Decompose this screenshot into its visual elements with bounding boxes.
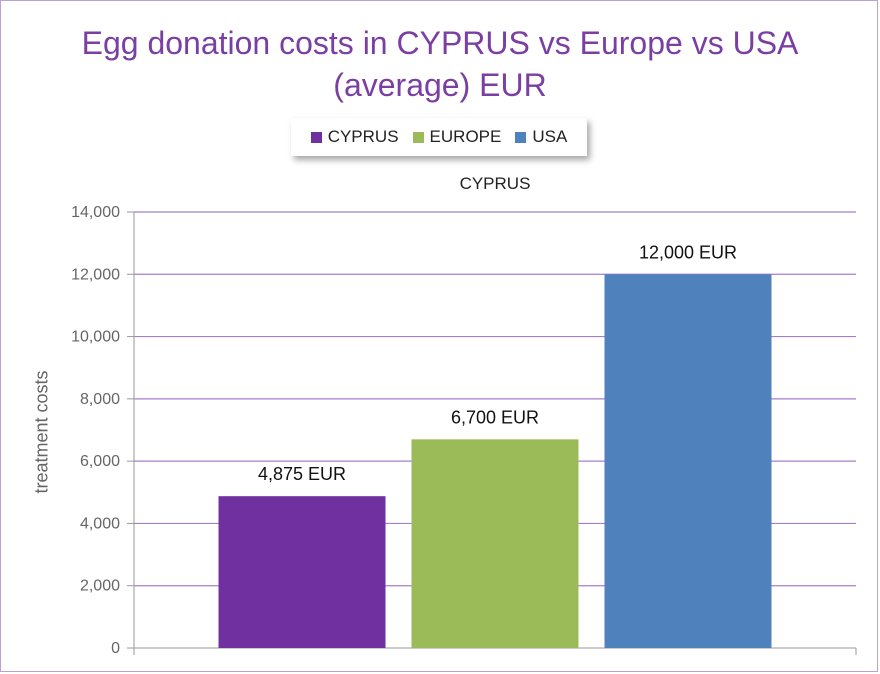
legend-swatch-europe — [412, 131, 424, 143]
legend-label-cyprus: CYPRUS — [327, 127, 399, 146]
chart-title-line-2: (average) EUR — [333, 67, 547, 103]
legend-item-cyprus: CYPRUS — [310, 127, 399, 147]
y-tick-label: 12,000 — [71, 266, 120, 283]
y-tick-label: 0 — [111, 640, 120, 657]
y-tick-label: 4,000 — [80, 515, 120, 532]
y-tick-label: 14,000 — [71, 204, 120, 221]
plot-subtitle: CYPRUS — [459, 174, 531, 193]
data-label-europe: 6,700 EUR — [451, 407, 539, 427]
legend: CYPRUS EUROPE USA — [291, 118, 587, 156]
y-tick-label: 10,000 — [71, 329, 120, 346]
bar-usa — [604, 274, 772, 648]
legend-item-europe: EUROPE — [412, 127, 502, 147]
legend-label-usa: USA — [532, 127, 568, 146]
y-tick-label: 6,000 — [80, 453, 120, 470]
legend-label-europe: EUROPE — [429, 127, 502, 146]
legend-item-usa: USA — [515, 127, 567, 147]
chart-title: Egg donation costs in CYPRUS vs Europe v… — [0, 22, 880, 106]
chart-title-line-1: Egg donation costs in CYPRUS vs Europe v… — [81, 25, 799, 61]
legend-swatch-usa — [515, 131, 527, 143]
y-tick-label: 2,000 — [80, 578, 120, 595]
data-label-cyprus: 4,875 EUR — [258, 464, 346, 484]
y-tick-label: 8,000 — [80, 391, 120, 408]
data-label-usa: 12,000 EUR — [639, 242, 737, 262]
bar-cyprus — [218, 496, 386, 648]
bar-europe — [411, 439, 579, 648]
legend-swatch-cyprus — [310, 131, 322, 143]
